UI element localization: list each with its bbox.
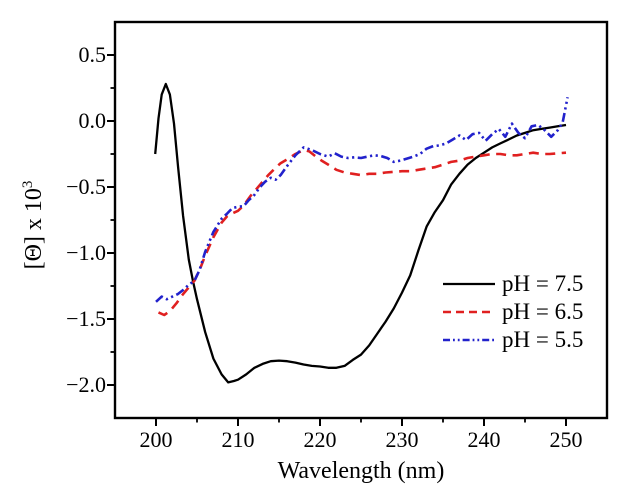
y-tick-label: 0.5 (79, 42, 107, 67)
x-tick-label: 200 (140, 427, 173, 452)
curve-ph-5.5 (155, 96, 569, 303)
x-tick-label: 220 (304, 427, 337, 452)
x-tick-label: 240 (468, 427, 501, 452)
x-axis-title: Wavelength (nm) (277, 458, 445, 484)
y-tick-label: −0.5 (66, 174, 106, 199)
legend-label: pH = 5.5 (502, 327, 584, 352)
plot-frame (113, 20, 609, 420)
y-tick-label: 0.0 (79, 108, 107, 133)
y-tick-label: −2.0 (66, 372, 106, 397)
curve-ph-6.5 (157, 148, 567, 317)
legend-label: pH = 7.5 (502, 271, 584, 296)
legend-line-sample (443, 310, 495, 314)
y-tick-label: −1.5 (66, 306, 106, 331)
legend-item-ph-7.5: pH = 7.5 (442, 270, 583, 298)
curve-ph-7.5 (154, 82, 567, 384)
y-axis-title: [Θ] x 103 (11, 75, 47, 375)
legend-item-ph-5.5: pH = 5.5 (442, 326, 583, 354)
legend-item-ph-6.5: pH = 6.5 (442, 298, 583, 326)
x-tick-label: 210 (222, 427, 255, 452)
legend: pH = 7.5 pH = 6.5 pH = 5.5 (442, 270, 583, 354)
legend-line-sample (443, 282, 495, 286)
y-axis-title-text: [Θ] x 10 (21, 188, 47, 270)
legend-label: pH = 6.5 (502, 299, 584, 324)
y-tick-label: −1.0 (66, 240, 106, 265)
x-tick-label: 230 (386, 427, 419, 452)
legend-line-sample (443, 338, 495, 342)
x-tick-label: 250 (550, 427, 583, 452)
y-axis-title-exponent: 3 (20, 180, 36, 189)
